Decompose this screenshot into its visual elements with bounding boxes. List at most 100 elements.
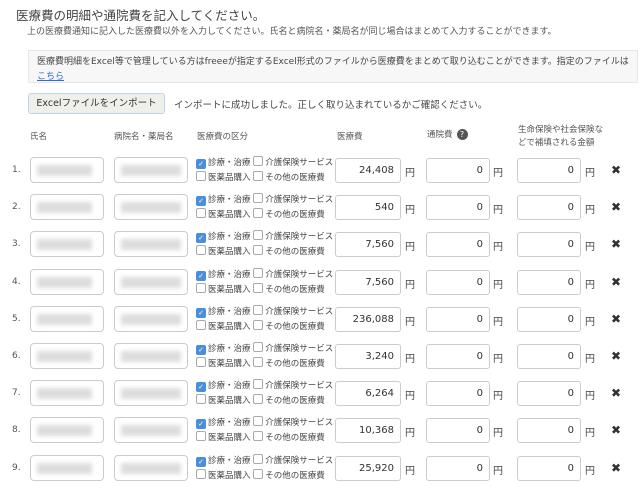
transport-amount-input[interactable]: 0 <box>426 455 490 481</box>
delete-row-icon[interactable]: ✖ <box>611 237 622 252</box>
template-link[interactable]: こちら <box>37 72 65 82</box>
checkbox-care[interactable]: 介護保険サービス <box>253 416 333 428</box>
insurance-amount-input[interactable]: 0 <box>517 306 581 332</box>
delete-row-icon[interactable]: ✖ <box>611 311 622 326</box>
transport-amount-input[interactable]: 0 <box>426 381 490 407</box>
name-input[interactable] <box>30 231 104 258</box>
medical-amount-input[interactable]: 236,088 <box>335 306 401 332</box>
checkbox-other[interactable]: その他の医療費 <box>253 208 325 220</box>
insurance-amount-input[interactable]: 0 <box>517 381 581 407</box>
checkbox-treatment[interactable]: ✓ 診療・治療 <box>196 381 251 393</box>
checkbox-medicine[interactable]: 医薬品購入 <box>196 282 251 295</box>
insurance-amount-input[interactable]: 0 <box>517 418 581 444</box>
checkbox-treatment[interactable]: ✓ 診療・治療 <box>196 270 251 281</box>
name-input[interactable] <box>30 380 104 407</box>
medical-amount-input[interactable]: 24,408 <box>335 158 401 183</box>
checkbox-medicine[interactable]: 医薬品購入 <box>196 319 251 332</box>
medical-amount-input[interactable]: 25,920 <box>335 455 401 481</box>
medical-amount-input[interactable]: 10,368 <box>335 418 401 444</box>
checkbox-care[interactable]: 介護保険サービス <box>253 267 333 280</box>
name-input[interactable] <box>30 268 104 295</box>
checkbox-other[interactable]: その他の医療費 <box>253 282 325 295</box>
hospital-input[interactable] <box>114 231 188 258</box>
checkbox-treatment[interactable]: ✓ 診療・治療 <box>196 344 251 355</box>
checkbox-care[interactable]: 介護保険サービス <box>253 379 333 391</box>
delete-row-icon[interactable]: ✖ <box>611 423 622 438</box>
import-excel-button[interactable]: Excelファイルをインポート <box>28 93 165 114</box>
table-row: 3. ✓ 診療・治療 介護保険サービス 医薬品購入 その他の医療費 7,560 円… <box>0 227 640 263</box>
hospital-input[interactable] <box>114 268 188 295</box>
hospital-input[interactable] <box>114 454 188 481</box>
checkbox-treatment[interactable]: ✓ 診療・治療 <box>196 232 251 244</box>
checkbox-medicine[interactable]: 医薬品購入 <box>196 468 251 481</box>
hospital-input[interactable] <box>114 157 188 183</box>
checkbox-box <box>253 416 264 427</box>
name-input[interactable] <box>30 194 104 221</box>
checkbox-box <box>253 394 264 405</box>
checkbox-other[interactable]: その他の医療費 <box>253 468 325 481</box>
checkbox-label: 診療・治療 <box>208 195 251 206</box>
checkbox-medicine[interactable]: 医薬品購入 <box>196 394 251 406</box>
name-input[interactable] <box>30 305 104 332</box>
checkbox-medicine[interactable]: 医薬品購入 <box>196 208 251 220</box>
checkbox-box <box>253 282 264 293</box>
checkbox-medicine[interactable]: 医薬品購入 <box>196 431 251 443</box>
name-input[interactable] <box>30 343 104 369</box>
transport-amount-input[interactable]: 0 <box>426 418 490 444</box>
medical-amount-input[interactable]: 7,560 <box>335 232 401 258</box>
checkbox-care[interactable]: 介護保険サービス <box>253 156 333 168</box>
checkbox-treatment[interactable]: ✓ 診療・治療 <box>196 456 251 467</box>
checkbox-care[interactable]: 介護保険サービス <box>253 193 333 205</box>
checkbox-care[interactable]: 介護保険サービス <box>253 453 333 466</box>
checkbox-care[interactable]: 介護保険サービス <box>253 230 333 242</box>
checkbox-treatment[interactable]: ✓ 診療・治療 <box>196 307 251 318</box>
checkbox-other[interactable]: その他の医療費 <box>253 245 325 257</box>
insurance-amount-input[interactable]: 0 <box>517 158 581 183</box>
transport-amount-input[interactable]: 0 <box>426 195 490 221</box>
checkbox-other[interactable]: その他の医療費 <box>253 394 325 406</box>
checkbox-other[interactable]: その他の医療費 <box>253 431 325 443</box>
medical-amount-input[interactable]: 6,264 <box>335 381 401 407</box>
hospital-input[interactable] <box>114 194 188 221</box>
name-input[interactable] <box>30 417 104 444</box>
medical-amount-input[interactable]: 540 <box>335 195 401 221</box>
delete-row-icon[interactable]: ✖ <box>611 274 622 289</box>
checkbox-care[interactable]: 介護保険サービス <box>253 304 333 317</box>
checkbox-label: 介護保険サービス <box>265 344 334 354</box>
delete-row-icon[interactable]: ✖ <box>611 460 622 475</box>
name-input[interactable] <box>30 454 104 481</box>
transport-amount-input[interactable]: 0 <box>426 306 490 332</box>
insurance-amount-input[interactable]: 0 <box>517 195 581 221</box>
checkbox-medicine[interactable]: 医薬品購入 <box>196 171 251 183</box>
delete-row-icon[interactable]: ✖ <box>611 349 622 363</box>
transport-amount-input[interactable]: 0 <box>426 269 490 295</box>
checkbox-other[interactable]: その他の医療費 <box>253 171 325 183</box>
delete-row-icon[interactable]: ✖ <box>611 386 622 401</box>
hospital-input[interactable] <box>114 417 188 444</box>
hospital-input[interactable] <box>114 343 188 369</box>
insurance-amount-input[interactable]: 0 <box>517 232 581 258</box>
help-icon[interactable]: ? <box>456 129 468 140</box>
checkbox-treatment[interactable]: ✓ 診療・治療 <box>196 418 251 430</box>
insurance-amount-input[interactable]: 0 <box>517 455 581 481</box>
insurance-amount-input[interactable]: 0 <box>517 344 581 369</box>
delete-row-icon[interactable]: ✖ <box>611 163 622 177</box>
category-checkboxes: ✓ 診療・治療 介護保険サービス 医薬品購入 その他の医療費 <box>196 342 333 372</box>
checkbox-medicine[interactable]: 医薬品購入 <box>196 357 251 369</box>
checkbox-care[interactable]: 介護保険サービス <box>253 342 334 354</box>
transport-amount-input[interactable]: 0 <box>426 344 490 369</box>
name-input[interactable] <box>30 157 104 183</box>
checkbox-other[interactable]: その他の医療費 <box>253 319 325 332</box>
insurance-amount-input[interactable]: 0 <box>517 269 581 295</box>
transport-amount-input[interactable]: 0 <box>426 232 490 258</box>
checkbox-treatment[interactable]: ✓ 診療・治療 <box>196 195 251 207</box>
transport-amount-input[interactable]: 0 <box>426 158 490 183</box>
medical-amount-input[interactable]: 7,560 <box>335 269 401 295</box>
checkbox-treatment[interactable]: ✓ 診療・治療 <box>196 158 251 169</box>
hospital-input[interactable] <box>114 305 188 332</box>
delete-row-icon[interactable]: ✖ <box>611 200 622 215</box>
hospital-input[interactable] <box>114 380 188 407</box>
checkbox-medicine[interactable]: 医薬品購入 <box>196 245 251 257</box>
medical-amount-input[interactable]: 3,240 <box>335 344 401 369</box>
checkbox-other[interactable]: その他の医療費 <box>253 357 325 369</box>
